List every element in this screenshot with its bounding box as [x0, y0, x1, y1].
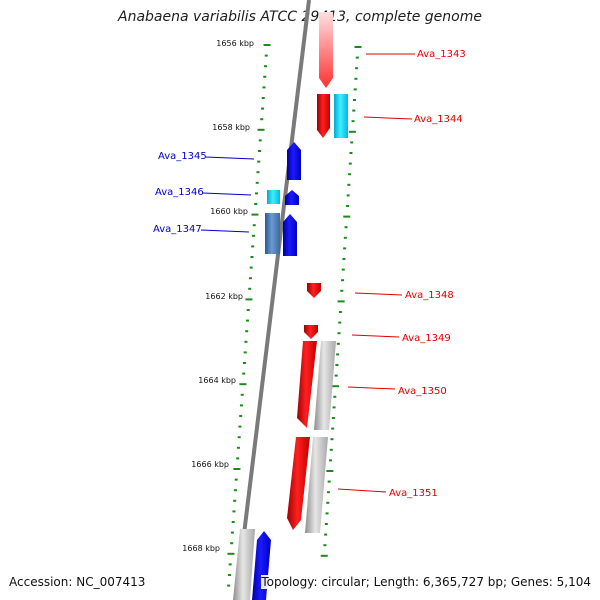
leader-line [202, 192, 252, 196]
position-label: 1660 kbp [210, 207, 248, 216]
leader-line [347, 386, 396, 390]
leader-line [200, 229, 250, 233]
gene-labels: Ava_1343 Ava_1344 Ava_1345 Ava_1346 Ava_… [153, 49, 466, 499]
gene-arrow-bottom-blue[interactable] [252, 531, 271, 600]
gene-block-ava-1351-gray[interactable] [305, 437, 328, 533]
accession-text: Accession: NC_007413 [9, 575, 146, 589]
gene-label-ava-1346[interactable]: Ava_1346 [155, 187, 204, 198]
gene-label-ava-1345[interactable]: Ava_1345 [158, 151, 207, 162]
position-label: 1656 kbp [216, 39, 254, 48]
gene-label-ava-1349[interactable]: Ava_1349 [402, 333, 451, 344]
genome-title: Anabaena variabilis ATCC 29413, complete… [118, 9, 482, 25]
position-label: 1666 kbp [191, 460, 229, 469]
gene-block-ava-1347-steel[interactable] [265, 213, 280, 254]
gene-label-ava-1343[interactable]: Ava_1343 [417, 49, 466, 60]
gene-arrow-ava-1347[interactable] [283, 214, 297, 256]
leader-line [337, 488, 387, 493]
gene-arrow-ava-1348[interactable] [307, 283, 321, 298]
gene-arrow-ava-1344[interactable] [317, 94, 330, 138]
gene-block-cyan[interactable] [334, 94, 348, 138]
gene-arrow-ava-1349[interactable] [304, 325, 318, 339]
genome-stats: Topology: circular; Length: 6,365,727 bp… [261, 575, 591, 589]
gene-block-ava-1346-cyan[interactable] [267, 190, 280, 204]
leader-line [354, 292, 403, 296]
leader-line [351, 334, 400, 338]
genome-backbone [234, 0, 311, 600]
leader-line [205, 156, 255, 160]
position-label: 1658 kbp [212, 123, 250, 132]
gene-label-ava-1350[interactable]: Ava_1350 [398, 386, 447, 397]
position-label: 1662 kbp [205, 292, 243, 301]
gene-arrow-ava-1343[interactable] [319, 12, 333, 88]
gene-label-ava-1348[interactable]: Ava_1348 [405, 290, 454, 301]
gene-arrow-ava-1346[interactable] [285, 190, 299, 205]
gene-label-ava-1351[interactable]: Ava_1351 [389, 488, 438, 499]
gene-label-ava-1344[interactable]: Ava_1344 [414, 114, 463, 125]
gene-arrow-ava-1350[interactable] [297, 341, 317, 428]
gene-arrow-ava-1345[interactable] [287, 142, 301, 180]
gene-label-ava-1347[interactable]: Ava_1347 [153, 224, 202, 235]
position-label: 1668 kbp [182, 544, 220, 553]
leader-line [363, 116, 413, 120]
position-labels: 1656 kbp 1658 kbp 1660 kbp 1662 kbp 1664… [182, 39, 254, 553]
tick-marks [227, 44, 362, 587]
gene-arrow-ava-1351[interactable] [287, 437, 310, 530]
gene-block-ava-1350-gray[interactable] [314, 341, 336, 430]
gene-features [233, 12, 348, 600]
position-label: 1664 kbp [198, 376, 236, 385]
gene-block-bottom-gray[interactable] [233, 529, 255, 600]
